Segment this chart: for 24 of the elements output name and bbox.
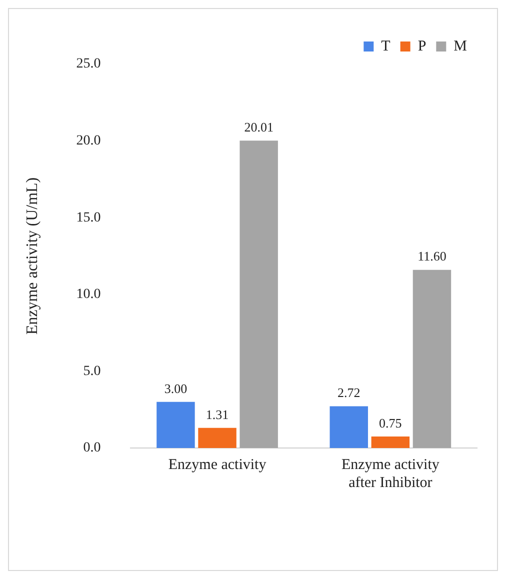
legend-label: M bbox=[454, 38, 468, 54]
y-tick-label: 15.0 bbox=[76, 210, 101, 226]
data-label: 2.72 bbox=[337, 385, 360, 400]
data-label: 3.00 bbox=[164, 380, 188, 396]
x-tick-label: Enzyme activity bbox=[168, 456, 267, 473]
bar bbox=[198, 428, 236, 448]
bar bbox=[240, 140, 278, 448]
y-tick-label: 25.0 bbox=[76, 56, 101, 72]
data-label: 11.60 bbox=[418, 248, 446, 264]
bar bbox=[412, 270, 452, 448]
y-tick-label: 0.0 bbox=[83, 440, 101, 456]
y-axis-title: Enzyme activity (U/mL) bbox=[24, 177, 41, 335]
x-tick-label: Enzyme activity after Inhibitor bbox=[341, 456, 440, 491]
data-label: 0.75 bbox=[379, 415, 402, 430]
bar bbox=[371, 436, 410, 448]
y-tick-label: 5.0 bbox=[83, 364, 101, 379]
legend-label: T bbox=[381, 38, 390, 54]
data-label: 20.01 bbox=[244, 120, 274, 135]
data-label: 1.31 bbox=[206, 406, 229, 422]
y-tick-label: 10.0 bbox=[76, 287, 101, 302]
y-tick-label: 20.0 bbox=[76, 133, 101, 148]
bar bbox=[156, 402, 195, 448]
legend-label: P bbox=[418, 38, 426, 54]
bar bbox=[330, 406, 368, 448]
